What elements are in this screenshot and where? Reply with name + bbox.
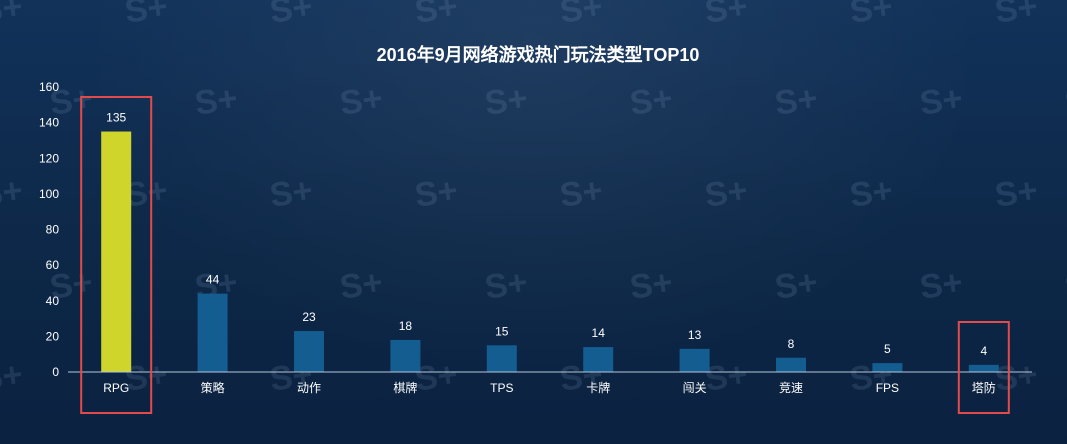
x-tick-label-3: 动作 <box>297 381 321 395</box>
x-tick-label-2: 策略 <box>201 380 225 395</box>
value-label-10: 4 <box>980 344 987 358</box>
value-label-6: 14 <box>592 326 606 340</box>
value-label-5: 15 <box>495 324 509 338</box>
x-axis-labels-group: RPG 策略 动作 棋牌 TPS 卡牌 闯关 竞速 FPS 塔防 <box>103 380 996 395</box>
y-tick-label: 60 <box>46 258 60 272</box>
x-tick-label-4: 棋牌 <box>393 381 417 395</box>
bar-5 <box>486 345 517 372</box>
value-label-2: 44 <box>206 273 220 287</box>
value-label-4: 18 <box>399 319 413 333</box>
y-tick-label: 160 <box>39 80 59 94</box>
y-tick-label: 40 <box>46 294 60 308</box>
bar-3 <box>294 331 324 372</box>
highlight-box-10 <box>957 321 1010 414</box>
y-tick-label: 0 <box>52 365 59 379</box>
y-tick-label: 100 <box>39 187 59 201</box>
highlight-boxes-group <box>80 96 1010 414</box>
y-tick-label: 120 <box>39 151 59 165</box>
value-label-1: 135 <box>106 111 126 125</box>
bar-10 <box>968 364 999 372</box>
y-tick-label: 80 <box>46 223 60 237</box>
bar-6 <box>583 347 614 372</box>
x-tick-label-9: FPS <box>876 381 899 395</box>
bar-4 <box>390 339 421 372</box>
y-tick-label: 140 <box>39 116 59 130</box>
value-label-3: 23 <box>302 310 316 324</box>
value-labels-group: 135 44 23 18 15 14 13 8 5 4 <box>106 111 987 358</box>
x-tick-label-7: 闯关 <box>683 380 707 395</box>
chart-title: 2016年9月网络游戏热门玩法类型TOP10 <box>377 44 700 65</box>
bar-9 <box>872 363 903 372</box>
bar-2 <box>197 293 228 372</box>
x-tick-label-6: 卡牌 <box>586 381 610 395</box>
x-tick-label-8: 竞速 <box>779 381 803 395</box>
x-tick-label-10: 塔防 <box>972 380 996 395</box>
bar-8 <box>776 357 806 372</box>
value-label-7: 13 <box>688 328 702 342</box>
value-label-9: 5 <box>884 342 891 356</box>
highlight-box-1 <box>80 96 153 414</box>
bar-1 <box>101 131 132 372</box>
bar-7 <box>679 348 710 372</box>
x-tick-label-1: RPG <box>103 381 129 395</box>
y-tick-label: 20 <box>46 329 60 343</box>
value-label-8: 8 <box>788 337 795 351</box>
y-axis-ticks: 0 20 40 60 80 100 120 140 160 <box>39 80 59 379</box>
bars-group <box>101 131 999 372</box>
x-tick-label-5: TPS <box>490 381 513 395</box>
